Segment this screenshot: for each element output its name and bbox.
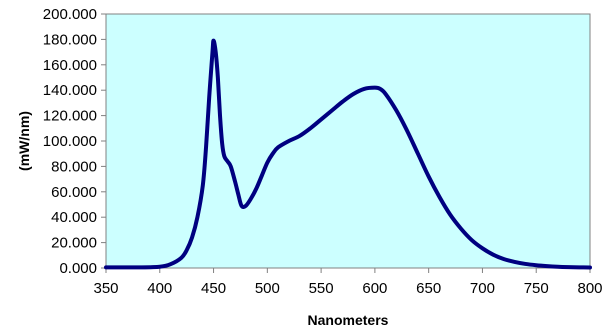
y-tick-label: 0.000 [59,260,97,277]
x-axis-title: Nanometers [308,312,389,328]
y-tick-label: 60.000 [51,184,97,201]
x-tick-label: 600 [362,280,387,297]
x-tick-label: 800 [577,280,602,297]
y-tick-label: 200.000 [43,6,97,23]
x-tick-label: 550 [309,280,334,297]
x-tick-label: 650 [416,280,441,297]
x-tick-label: 700 [470,280,495,297]
x-tick-label: 450 [201,280,226,297]
spectrum-series-line [104,38,592,270]
x-tick-label: 500 [255,280,280,297]
y-axis-title: (mW/nm) [16,111,32,171]
y-tick-label: 40.000 [51,209,97,226]
y-tick-label: 140.000 [43,82,97,99]
y-tick-label: 20.000 [51,235,97,252]
y-tick-label: 100.000 [43,133,97,150]
y-tick-label: 160.000 [43,57,97,74]
y-tick-label: 180.000 [43,31,97,48]
plot-area [105,13,591,269]
x-tick-label: 400 [147,280,172,297]
x-tick-label: 350 [93,280,118,297]
y-tick-label: 120.000 [43,108,97,125]
y-tick-label: 80.000 [51,158,97,175]
x-tick-label: 750 [524,280,549,297]
